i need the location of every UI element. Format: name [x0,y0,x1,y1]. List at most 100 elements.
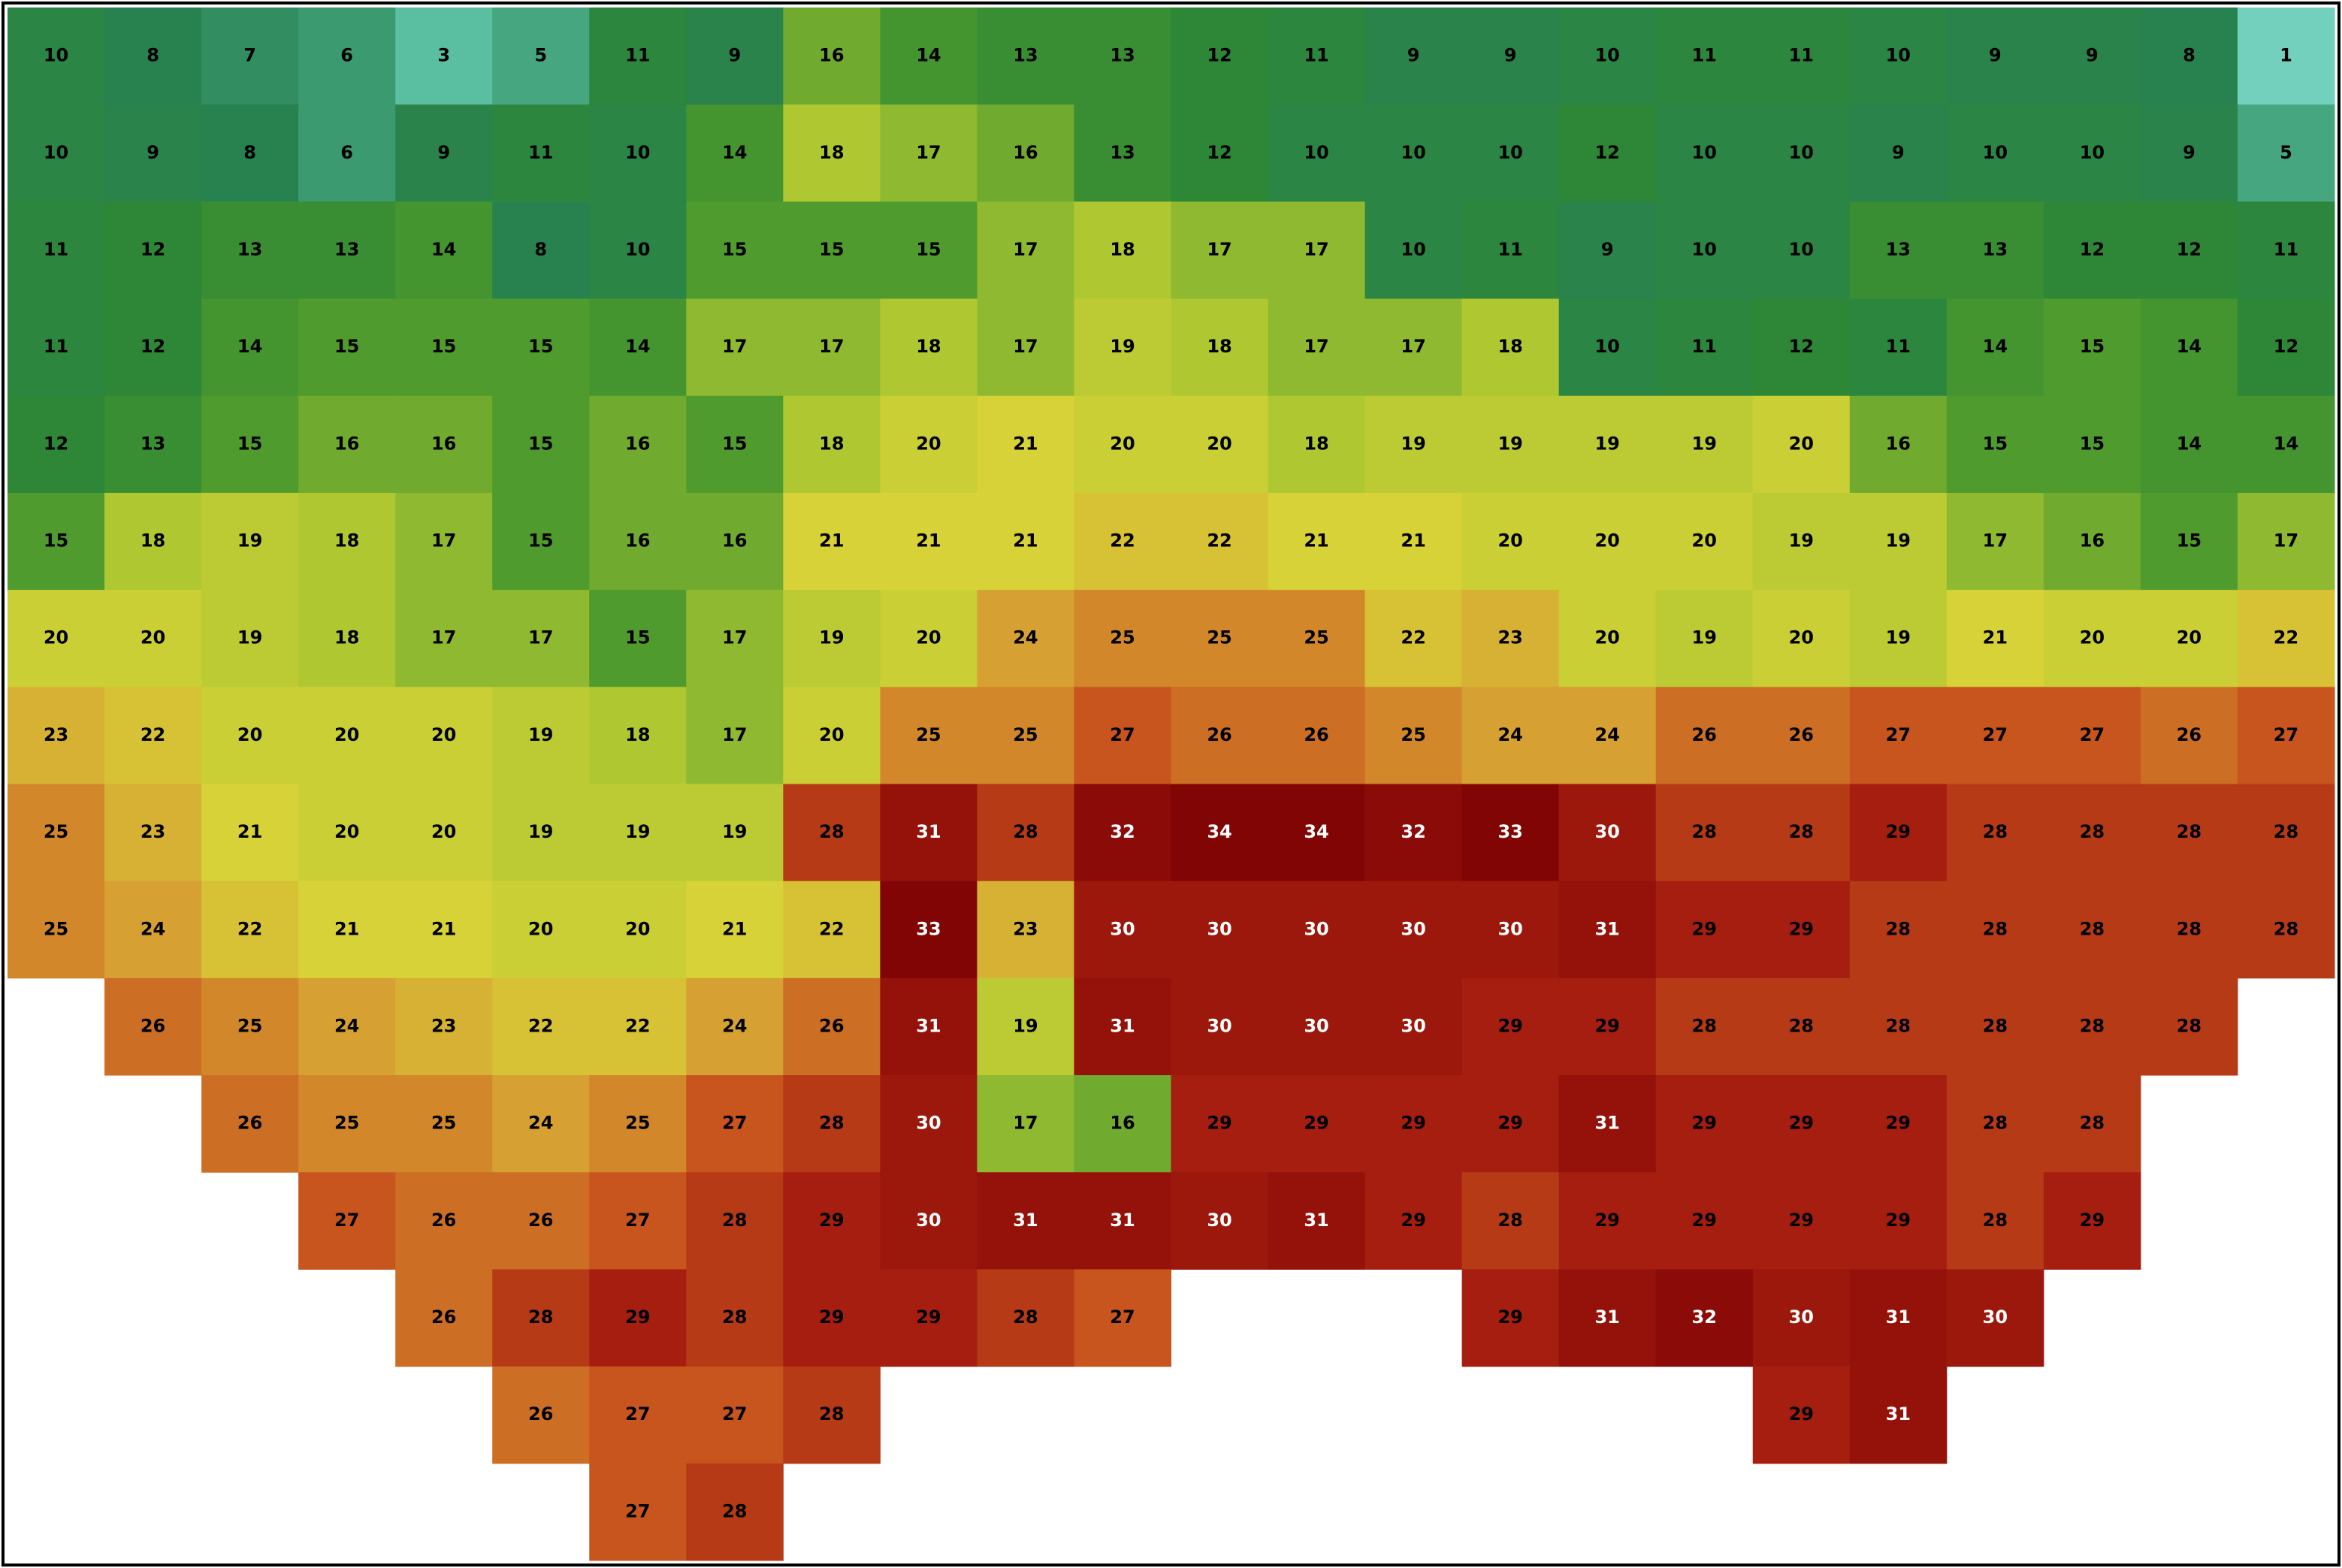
temperature-label: 13 [1013,45,1038,66]
temperature-label: 30 [1207,1210,1231,1231]
temperature-label: 3 [437,45,450,66]
temperature-cell [2043,8,2141,105]
temperature-cell [395,492,493,591]
temperature-label: 21 [1013,433,1038,454]
temperature-cell [2237,687,2335,784]
temperature-cell [783,1366,881,1464]
temperature-label: 27 [2274,724,2298,745]
temperature-label: 29 [1594,1210,1619,1231]
temperature-cell [1655,590,1754,687]
temperature-cell [783,8,881,105]
temperature-label: 20 [1594,627,1619,648]
temperature-label: 21 [1983,627,2008,648]
temperature-label: 19 [1110,336,1135,357]
temperature-cell [2043,201,2141,300]
temperature-cell [1171,104,1269,202]
temperature-label: 11 [1789,45,1814,66]
temperature-label: 20 [141,627,165,648]
temperature-cell [1461,201,1560,300]
temperature-cell [8,784,105,882]
temperature-label: 20 [1789,433,1814,454]
temperature-cell [1849,1075,1948,1173]
temperature-cell [201,977,299,1076]
temperature-label: 17 [431,530,456,551]
temperature-cell [589,784,687,882]
temperature-cell [298,492,396,591]
temperature-label: 20 [44,627,68,648]
temperature-label: 1 [2280,45,2292,66]
temperature-label: 31 [1013,1210,1038,1231]
temperature-cell [1752,687,1851,784]
temperature-cell [977,687,1074,784]
temperature-cell [1461,1269,1560,1367]
temperature-cell [492,201,590,300]
temperature-cell [1752,395,1851,494]
temperature-label: 19 [528,724,553,745]
temperature-cell [1461,590,1560,687]
temperature-label: 16 [625,433,650,454]
temperature-label: 24 [334,1015,359,1036]
temperature-cell [298,590,396,687]
temperature-label: 21 [334,918,359,939]
temperature-label: 29 [1789,1210,1814,1231]
temperature-label: 25 [1207,627,1231,648]
temperature-cell [104,395,202,494]
temperature-label: 30 [1110,918,1135,939]
temperature-label: 20 [334,724,359,745]
temperature-cell [589,298,687,397]
temperature-cell [395,784,493,882]
temperature-label: 9 [147,142,159,163]
temperature-label: 18 [1304,433,1328,454]
temperature-cell [1268,492,1366,591]
temperature-cell [1364,298,1463,397]
temperature-cell [104,977,202,1076]
temperature-cell [1655,881,1754,979]
temperature-label: 19 [1886,530,1911,551]
temperature-cell [1849,784,1948,882]
temperature-cell [783,298,881,397]
temperature-label: 13 [141,433,165,454]
temperature-cell [880,784,978,882]
temperature-cell [1461,104,1560,202]
temperature-label: 31 [1110,1015,1135,1036]
temperature-label: 15 [916,239,941,260]
temperature-label: 17 [2274,530,2298,551]
temperature-cell [1558,1075,1657,1173]
temperature-cell [977,1075,1074,1173]
temperature-label: 31 [916,821,941,842]
temperature-label: 17 [1013,239,1038,260]
temperature-cell [492,1172,590,1270]
temperature-cell [1268,881,1366,979]
temperature-label: 27 [625,1500,650,1521]
temperature-label: 18 [819,142,844,163]
temperature-cell [783,395,881,494]
temperature-cell [1074,104,1171,202]
temperature-cell [1268,298,1366,397]
temperature-label: 17 [916,142,941,163]
temperature-label: 30 [1497,918,1522,939]
temperature-label: 30 [916,1113,941,1134]
temperature-cell [1364,1172,1463,1270]
temperature-label: 24 [722,1015,747,1036]
temperature-label: 17 [722,724,747,745]
temperature-cell [1364,977,1463,1076]
temperature-label: 22 [819,918,844,939]
temperature-cell [2043,881,2141,979]
temperature-label: 30 [1304,918,1328,939]
temperature-cell [1171,8,1269,105]
temperature-cell [2140,687,2238,784]
temperature-label: 22 [2274,627,2298,648]
temperature-cell [201,784,299,882]
temperature-label: 9 [1504,45,1517,66]
temperature-cell [1946,1075,2044,1173]
temperature-label: 13 [1110,142,1135,163]
temperature-label: 9 [1407,45,1420,66]
temperature-label: 29 [1886,821,1911,842]
temperature-label: 28 [722,1210,747,1231]
temperature-cell [1946,298,2044,397]
temperature-cell [1752,104,1851,202]
temperature-cell [1364,492,1463,591]
temperature-cell [2237,784,2335,882]
temperature-cell [8,201,105,300]
temperature-cell [1171,492,1269,591]
